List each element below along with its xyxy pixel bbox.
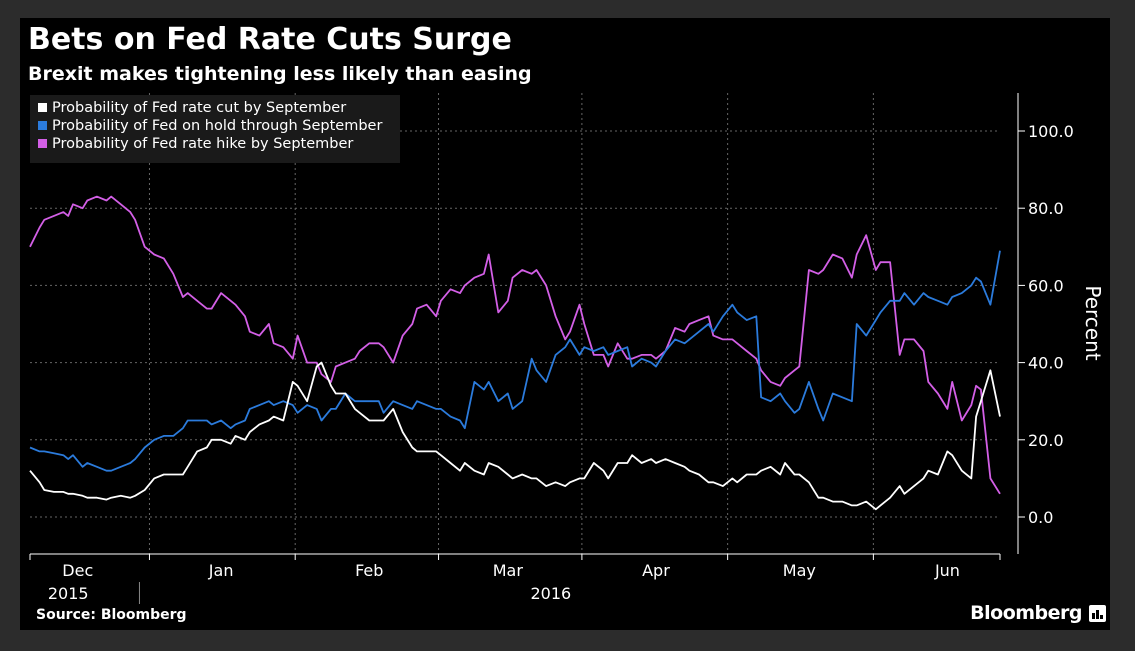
x-tick-label: Jun: [934, 561, 960, 580]
legend-box: [30, 95, 400, 163]
legend-swatch: [38, 103, 47, 112]
legend-swatch: [38, 139, 47, 148]
y-tick-label: 40.0: [1028, 354, 1064, 373]
chart-title: Bets on Fed Rate Cuts Surge: [28, 22, 512, 57]
legend-swatch: [38, 121, 47, 130]
x-tick-label: Dec: [62, 561, 93, 580]
y-tick-label: 0.0: [1028, 508, 1053, 527]
x-year-label: 2016: [530, 584, 571, 603]
chart-frame: Bets on Fed Rate Cuts Surge Brexit makes…: [20, 18, 1110, 630]
x-tick-label: Apr: [642, 561, 670, 580]
line-chart: 0.0 20.0 40.0 60.0 80.0 100.0 Percent Dec Jan Feb…: [29, 93, 1105, 604]
legend-label: Probability of Fed rate cut by September: [52, 100, 346, 116]
y-tick-label: 100.0: [1028, 122, 1074, 141]
bloomberg-wordmark: Bloomberg: [970, 602, 1082, 624]
series-line-1: [29, 250, 1001, 472]
x-tick-label: Feb: [355, 561, 383, 580]
series-line-0: [29, 361, 1001, 511]
source-note: Source: Bloomberg: [36, 607, 187, 623]
legend-label: Probability of Fed rate hike by Septembe…: [52, 136, 353, 152]
y-tick-label: 20.0: [1028, 431, 1064, 450]
series-line-2: [29, 195, 1001, 495]
y-axis-title: Percent: [1081, 285, 1105, 360]
axis-layer: 0.0 20.0 40.0 60.0 80.0 100.0 Percent Dec Jan Feb…: [29, 93, 1105, 604]
y-tick-label: 60.0: [1028, 276, 1064, 295]
series-layer: [29, 195, 1001, 511]
y-tick-label: 80.0: [1028, 199, 1064, 218]
chart-subtitle: Brexit makes tightening less likely than…: [28, 63, 532, 85]
x-tick-label: May: [783, 561, 816, 580]
bloomberg-chart-icon: [1089, 605, 1106, 622]
legend-label: Probability of Fed on hold through Septe…: [52, 118, 382, 134]
legend-layer: Probability of Fed rate cut by September…: [30, 95, 400, 163]
x-year-label: 2015: [48, 584, 89, 603]
x-tick-label: Mar: [493, 561, 524, 580]
x-tick-label: Jan: [208, 561, 234, 580]
